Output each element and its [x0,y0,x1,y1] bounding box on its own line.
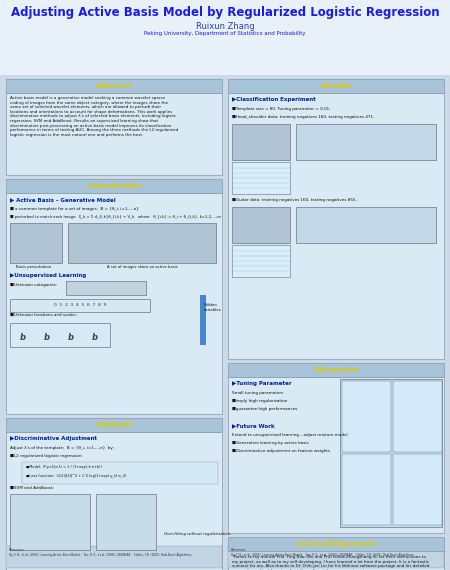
Text: Ruixun Zhang: Ruixun Zhang [196,22,254,31]
Bar [232,245,290,277]
Text: ■Discriminative adjustment on feature weights: ■Discriminative adjustment on feature we… [232,449,330,453]
Text: b: b [44,332,50,341]
Text: b: b [20,332,26,341]
Text: Results: Results [320,82,352,90]
Bar [10,494,90,550]
Text: Hidden
variables: Hidden variables [204,303,222,312]
Text: Methods: Methods [95,421,133,429]
Text: Abstract: Abstract [96,82,132,90]
Text: Basis perturbation: Basis perturbation [17,265,52,269]
Bar [342,454,391,525]
Text: References
Hy, F. B., et al. (2006). Learning Active Basis Models.   Fan, R. E.,: References Hy, F. B., et al. (2006). Lea… [9,548,192,556]
Text: ▶Future Work: ▶Future Work [232,423,274,428]
Text: ■ a common template for a set of images:  B = {θ_i, i=1,...,n}: ■ a common template for a set of images:… [10,207,139,211]
Text: Over-fitting without regularization.: Over-fitting without regularization. [164,532,231,536]
Text: Discussion: Discussion [313,366,359,374]
Bar [96,494,156,550]
Text: ■Guitar data: training negatives 160, testing negatives 855.: ■Guitar data: training negatives 160, te… [232,198,357,202]
Bar [393,454,442,525]
Text: ■Model:  P(y=1|x;λ) = 1 / (1+exp(-λᵀx+b)): ■Model: P(y=1|x;λ) = 1 / (1+exp(-λᵀx+b)) [26,465,102,469]
Text: b: b [68,332,74,341]
Bar [10,299,150,312]
Bar [6,546,222,568]
Text: ▶Tuning Parameter: ▶Tuning Parameter [232,381,292,386]
Text: Peking University, Department of Statistics and Probability: Peking University, Department of Statist… [144,31,306,36]
Bar [6,93,222,175]
Bar [342,381,391,452]
Text: ■Loss function:  (1/2)||λ||^2 + C Σ log(1+exp(-y_iλᵀx_i)): ■Loss function: (1/2)||λ||^2 + C Σ log(1… [26,474,126,478]
Text: References
Hy, F. B., et al. (2006). Learning Active Basis Models.   Fan, R. E.,: References Hy, F. B., et al. (2006). Lea… [231,548,414,556]
Bar [232,124,290,160]
Text: Extend to unsupervised learning – adjust mixture model: Extend to unsupervised learning – adjust… [232,433,347,437]
Text: Active basis model is a generative model seeking a common wavelet sparse
coding : Active basis model is a generative model… [10,96,178,137]
Bar [232,207,290,243]
Bar [393,381,442,452]
Text: ▶Discriminative Adjustment: ▶Discriminative Adjustment [10,436,97,441]
Text: ■Head_shoulder data: training negatives 160, testing negatives 471.: ■Head_shoulder data: training negatives … [232,115,374,119]
Text: b: b [92,332,98,341]
Text: ▶Unsupervised Learning: ▶Unsupervised Learning [10,273,86,278]
Bar [296,207,436,243]
Bar [228,377,444,533]
Bar [6,179,222,193]
Text: ■Unknown categories:: ■Unknown categories: [10,283,57,287]
Text: ■SVM and AdaBoost:: ■SVM and AdaBoost: [10,486,54,490]
Bar [68,223,216,263]
Text: Adjust λ's of the template:  B = {θ_i, i=1,...,n}  by:: Adjust λ's of the template: B = {θ_i, i=… [10,446,114,450]
Text: ■ perturbed to match each image:  ξ_k = Σ d_{i,k}θ_{i,k} + V_k   where   θ_{i,k}: ■ perturbed to match each image: ξ_k = Σ… [10,215,221,219]
Bar [228,363,444,377]
Bar [228,93,444,359]
Text: Acknowledgements: Acknowledgements [295,540,377,548]
Bar [200,295,206,345]
Bar [228,546,444,568]
Bar [0,0,450,75]
Bar [6,193,222,414]
Text: ■imply high regularization: ■imply high regularization [232,399,287,403]
Bar [296,124,436,160]
Bar [6,432,222,570]
Bar [10,323,110,347]
Bar [228,537,444,551]
Text: ■Generative learning by active basis: ■Generative learning by active basis [232,441,309,445]
Bar [6,79,222,93]
Bar [6,418,222,432]
Bar [232,162,290,194]
Bar [66,281,146,295]
Bar [340,379,442,527]
Text: Small tuning parameters: Small tuning parameters [232,391,283,395]
Text: ▶ Active Basis – Generative Model: ▶ Active Basis – Generative Model [10,197,116,202]
Bar [228,551,444,570]
Text: ■Unknown locations and scales:: ■Unknown locations and scales: [10,313,77,317]
Text: ■guarantee high performances: ■guarantee high performances [232,407,297,411]
Text: Introduction: Introduction [87,182,141,190]
Text: A set of images share an active basis: A set of images share an active basis [107,265,177,269]
Bar [22,462,218,484]
Bar [10,223,62,263]
Text: Thanks to my mentor Prof. Ying Nian Wu and PhD fellow Zhangzhang Si, for their i: Thanks to my mentor Prof. Ying Nian Wu a… [232,555,429,570]
Text: ▶Classification Experiment: ▶Classification Experiment [232,97,316,102]
Text: ■Template size = 80. Tuning parameter = 0.01.: ■Template size = 80. Tuning parameter = … [232,107,330,111]
Bar [228,79,444,93]
Text: Adjusting Active Basis Model by Regularized Logistic Regression: Adjusting Active Basis Model by Regulari… [11,6,439,19]
Text: 0  1  2  3  4  5  6  7  8  9: 0 1 2 3 4 5 6 7 8 9 [54,303,106,307]
Text: ■L2 regularized logistic regression:: ■L2 regularized logistic regression: [10,454,83,458]
